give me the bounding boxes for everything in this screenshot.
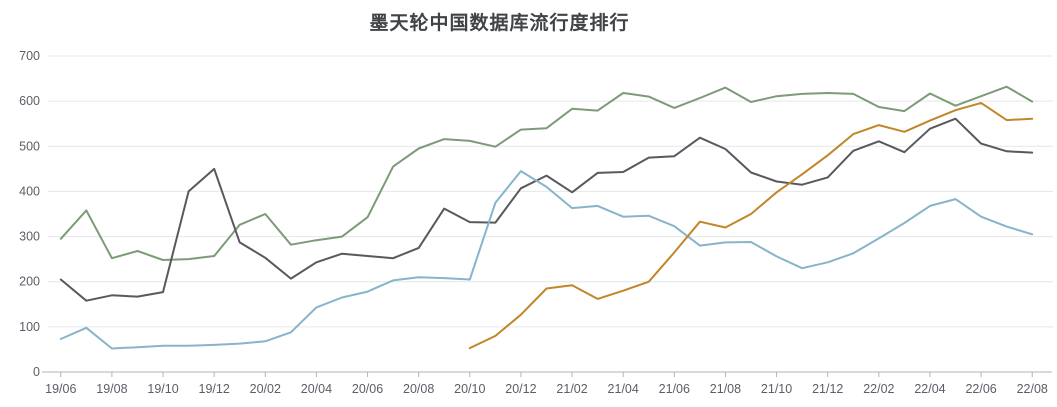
series-line-orange-series[interactable] — [468, 101, 1034, 350]
x-axis-label-20/10: 20/10 — [454, 382, 485, 396]
x-axis-label-21/02: 21/02 — [556, 382, 587, 396]
y-axis-label-300: 300 — [19, 230, 40, 244]
x-axis-label-22/08: 22/08 — [1017, 382, 1048, 396]
y-axis-label-700: 700 — [19, 49, 40, 63]
x-axis-label-22/06: 22/06 — [965, 382, 996, 396]
series-line-green-series[interactable] — [59, 85, 1034, 261]
x-axis-label-22/04: 22/04 — [914, 382, 945, 396]
x-axis-label-19/12: 19/12 — [199, 382, 230, 396]
x-axis-label-20/02: 20/02 — [250, 382, 281, 396]
x-axis-label-20/12: 20/12 — [505, 382, 536, 396]
x-axis-label-19/10: 19/10 — [147, 382, 178, 396]
x-axis-label-19/06: 19/06 — [45, 382, 76, 396]
y-axis-label-400: 400 — [19, 184, 40, 198]
series-line-dark-gray-series[interactable] — [59, 117, 1034, 302]
y-axis-label-0: 0 — [33, 365, 40, 379]
series-line-light-blue-series[interactable] — [59, 170, 1034, 350]
y-axis-label-600: 600 — [19, 94, 40, 108]
x-axis-label-21/10: 21/10 — [761, 382, 792, 396]
x-axis-label-19/08: 19/08 — [96, 382, 127, 396]
x-axis-label-20/04: 20/04 — [301, 382, 332, 396]
x-axis-label-22/02: 22/02 — [863, 382, 894, 396]
y-axis-label-500: 500 — [19, 139, 40, 153]
y-axis-label-100: 100 — [19, 320, 40, 334]
chart-title: 墨天轮中国数据库流行度排行 — [369, 13, 630, 34]
y-axis-label-200: 200 — [19, 275, 40, 289]
x-axis-label-20/06: 20/06 — [352, 382, 383, 396]
x-axis-label-21/08: 21/08 — [710, 382, 741, 396]
x-axis-label-21/04: 21/04 — [608, 382, 639, 396]
x-axis-label-21/12: 21/12 — [812, 382, 843, 396]
x-axis-label-21/06: 21/06 — [659, 382, 690, 396]
x-axis-label-20/08: 20/08 — [403, 382, 434, 396]
